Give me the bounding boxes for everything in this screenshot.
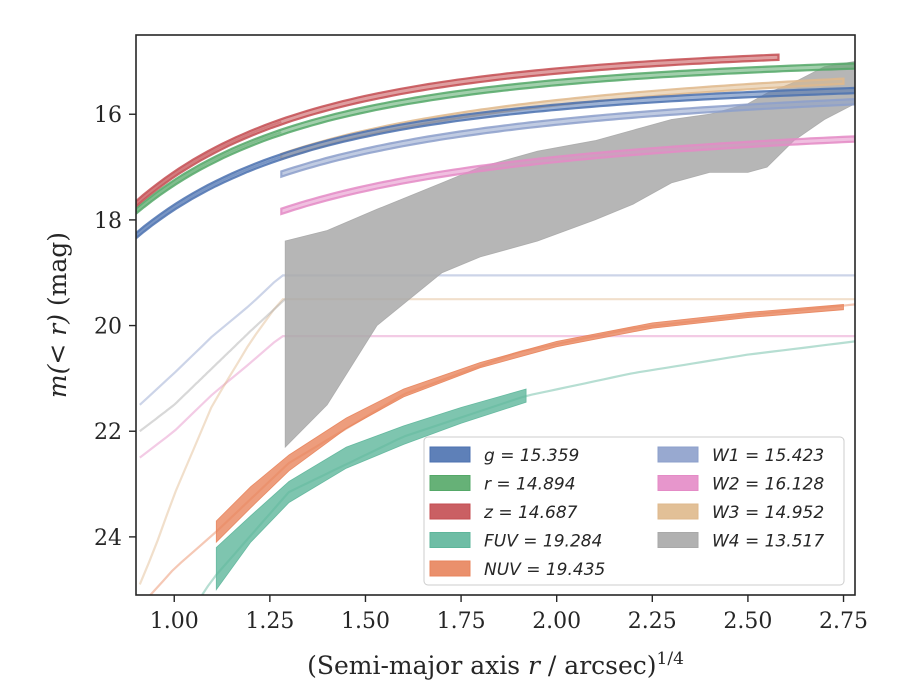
series-nuv-band bbox=[215, 303, 844, 544]
x-tick-label: 2.00 bbox=[532, 609, 581, 634]
legend-swatch-r bbox=[429, 475, 471, 491]
x-tick-label: 1.00 bbox=[150, 609, 199, 634]
x-tick-label: 2.75 bbox=[819, 609, 868, 634]
legend-swatch-fuv bbox=[429, 532, 471, 548]
y-tick-label: 16 bbox=[94, 103, 122, 128]
plot-frame bbox=[135, 34, 856, 596]
legend-label-w1: W1 = 15.423 bbox=[712, 446, 824, 466]
legend-swatch-w1 bbox=[657, 446, 699, 463]
y-tick-label: 24 bbox=[94, 526, 122, 551]
legend: g = 15.359 r = 14.894 z = 14.687 FUV = 19.2… bbox=[423, 436, 845, 586]
x-tick-label: 1.75 bbox=[437, 609, 486, 634]
legend-swatch-w3 bbox=[657, 503, 699, 520]
x-tick-label: 1.50 bbox=[341, 609, 390, 634]
legend-swatch-w4 bbox=[657, 532, 699, 548]
series-r-band bbox=[136, 62, 855, 216]
series-w4-band bbox=[284, 60, 855, 449]
extrapolation-w1 bbox=[139, 274, 855, 406]
legend-box bbox=[423, 436, 845, 586]
legend-label-w2: W2 = 16.128 bbox=[712, 475, 824, 495]
series-w2-band bbox=[280, 135, 855, 216]
legend-label-r: r = 14.894 bbox=[484, 475, 576, 495]
legend-swatch-z bbox=[429, 503, 471, 520]
legend-label-w4: W4 = 13.517 bbox=[712, 532, 824, 552]
x-axis: 1.00 1.25 1.50 1.75 2.00 2.25 2.50 2.75 bbox=[150, 595, 868, 634]
legend-label-z: z = 14.687 bbox=[483, 503, 578, 523]
series-g-band bbox=[136, 86, 855, 240]
plot-area bbox=[136, 53, 855, 595]
y-axis-title: m(< r) (mag) bbox=[43, 232, 72, 398]
legend-swatch-g bbox=[429, 446, 471, 463]
extrapolation-w3 bbox=[138, 298, 855, 585]
x-tick-label: 2.50 bbox=[723, 609, 772, 634]
legend-label-nuv: NUV = 19.435 bbox=[484, 560, 605, 580]
legend-label-w3: W3 = 14.952 bbox=[712, 503, 824, 523]
legend-swatch-nuv bbox=[429, 560, 471, 577]
y-tick-label: 20 bbox=[94, 315, 122, 340]
legend-label-g: g = 15.359 bbox=[484, 446, 579, 466]
x-tick-label: 2.25 bbox=[628, 609, 677, 634]
y-tick-label: 18 bbox=[94, 209, 122, 234]
y-tick-label: 22 bbox=[94, 420, 122, 445]
x-tick-label: 1.25 bbox=[245, 609, 294, 634]
legend-swatch-w2 bbox=[657, 475, 699, 491]
extrapolation-w2 bbox=[139, 335, 855, 459]
y-axis: 16 18 20 22 24 bbox=[94, 103, 136, 551]
series-w1-band bbox=[280, 97, 855, 179]
series-fuv-band bbox=[215, 388, 527, 591]
series-z-band bbox=[136, 53, 780, 208]
extrapolation-w4 bbox=[139, 298, 286, 433]
extrapolation-r bbox=[136, 131, 282, 212]
x-axis-title: (Semi-major axis r / arcsec)1/4 bbox=[307, 649, 684, 680]
legend-label-fuv: FUV = 19.284 bbox=[484, 532, 602, 552]
